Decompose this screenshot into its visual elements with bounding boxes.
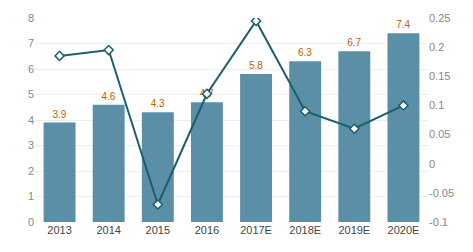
svg-text:8: 8 xyxy=(28,12,34,24)
svg-text:2016: 2016 xyxy=(195,224,219,236)
svg-text:5.8: 5.8 xyxy=(249,60,263,71)
svg-text:2013: 2013 xyxy=(47,224,71,236)
svg-text:6.7: 6.7 xyxy=(347,37,361,48)
svg-text:7: 7 xyxy=(28,37,34,49)
svg-text:2019E: 2019E xyxy=(338,224,370,236)
svg-text:6.3: 6.3 xyxy=(298,47,312,58)
svg-text:2018E: 2018E xyxy=(289,224,321,236)
svg-text:4.6: 4.6 xyxy=(102,91,116,102)
svg-text:0.05: 0.05 xyxy=(429,128,450,140)
svg-text:4.3: 4.3 xyxy=(151,98,165,109)
svg-text:2014: 2014 xyxy=(96,224,120,236)
svg-text:-0.05: -0.05 xyxy=(429,187,454,199)
svg-text:0: 0 xyxy=(429,158,435,170)
svg-text:2017E: 2017E xyxy=(240,224,272,236)
svg-text:0: 0 xyxy=(28,216,34,228)
svg-text:2: 2 xyxy=(28,165,34,177)
svg-text:2020E: 2020E xyxy=(388,224,420,236)
svg-text:4.7: 4.7 xyxy=(200,88,214,99)
svg-text:2015: 2015 xyxy=(146,224,170,236)
svg-text:0.25: 0.25 xyxy=(429,12,450,24)
svg-text:6: 6 xyxy=(28,63,34,75)
svg-text:3: 3 xyxy=(28,139,34,151)
svg-text:3.9: 3.9 xyxy=(52,109,66,120)
svg-text:5: 5 xyxy=(28,88,34,100)
svg-text:1: 1 xyxy=(28,190,34,202)
svg-text:7.4: 7.4 xyxy=(396,19,410,30)
svg-text:4: 4 xyxy=(28,114,34,126)
svg-text:-0.1: -0.1 xyxy=(429,216,448,228)
svg-text:0.15: 0.15 xyxy=(429,70,450,82)
svg-text:0.1: 0.1 xyxy=(429,99,444,111)
svg-text:0.2: 0.2 xyxy=(429,41,444,53)
